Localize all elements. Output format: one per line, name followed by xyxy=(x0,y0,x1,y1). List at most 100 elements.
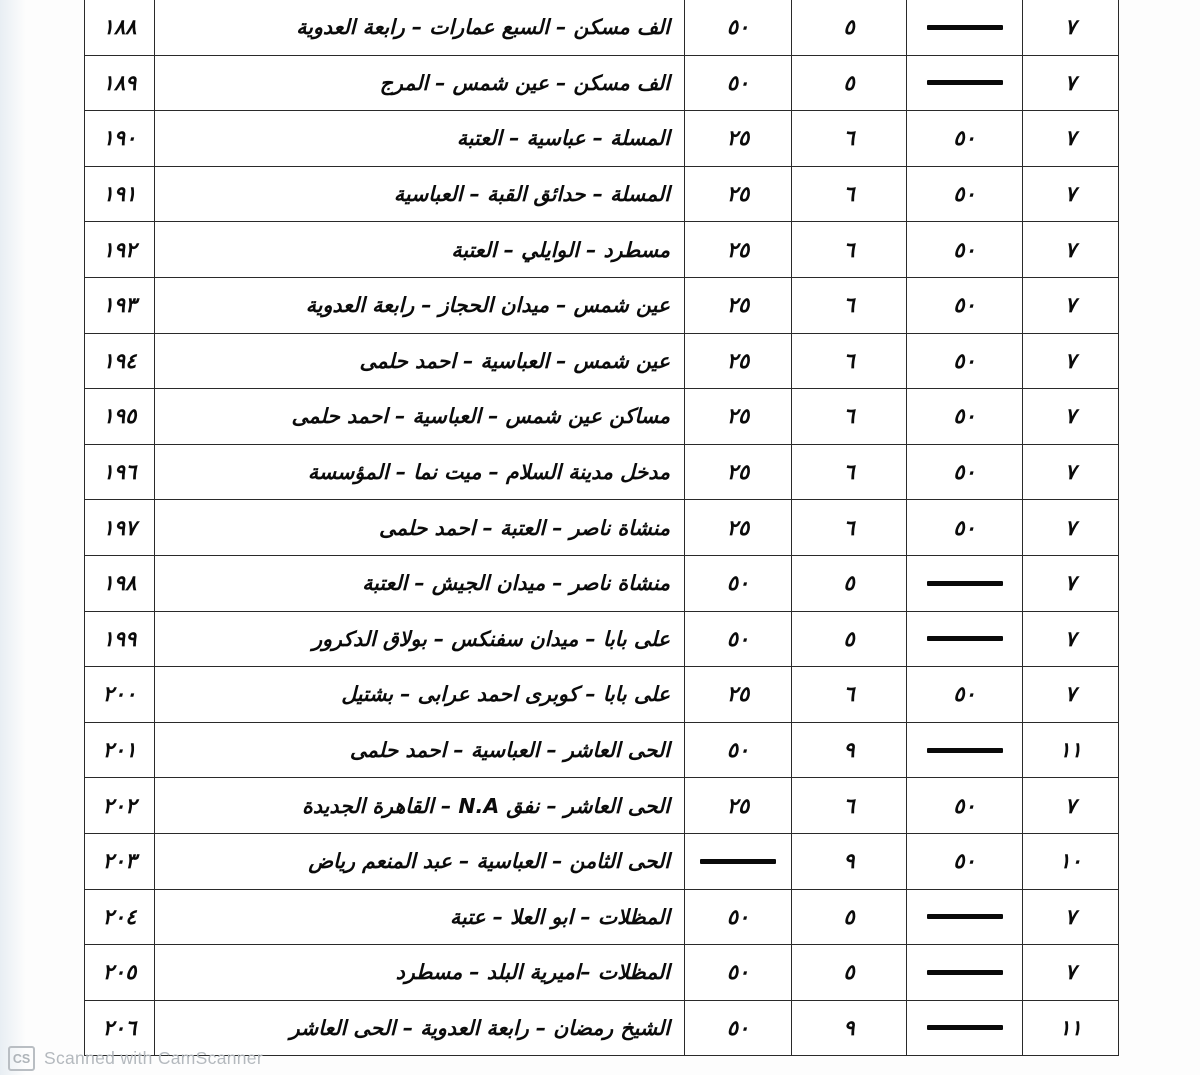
cell-value-a-column: ٥٠ xyxy=(906,832,1023,890)
cell-value-c-column: ٥٠ xyxy=(684,0,792,56)
cell-value-a-column: ٥٠ xyxy=(906,499,1023,556)
cell-value-b-column: ٥ xyxy=(791,554,907,612)
cell-value-c-column: ٢٥ xyxy=(684,221,792,278)
cell-value-a-column: ٥٠ xyxy=(906,276,1023,334)
cell-value-b-column: ٦ xyxy=(791,443,907,501)
cell-value-c-column: ٥٠ xyxy=(684,721,792,779)
cell-row-index-column: ٢٠٦ xyxy=(84,999,155,1057)
cell-route-description-column: على بابا – ميدان سفنكس – بولاق الدكرور xyxy=(154,610,685,668)
cell-row-index-column: ٢٠٥ xyxy=(84,944,155,1001)
cell-row-index-column: ١٩٧ xyxy=(84,499,155,556)
cell-count-column: ٧ xyxy=(1022,221,1119,278)
cell-value-c-column: ٥٠ xyxy=(684,888,792,946)
cell-value-c-column: ٢٥ xyxy=(684,777,792,834)
cell-value-a-column: ٥٠ xyxy=(906,165,1023,223)
table-row: ٧ ٥ ٥٠ المظلات – ابو العلا – عتبة ٢٠٤ xyxy=(84,888,1119,946)
cell-route-description-column: المسلة – عباسية – العتبة xyxy=(154,110,685,167)
cell-value-c-column: ٢٥ xyxy=(684,666,792,723)
cell-value-b-column: ٩ xyxy=(791,721,907,779)
cell-row-index-column: ٢٠٣ xyxy=(84,832,155,890)
table-row: ٧ ٥ ٥٠ الف مسكن – عين شمس – المرج ١٨٩ xyxy=(84,54,1119,112)
cell-value-b-column: ٥ xyxy=(791,54,907,112)
cell-count-column: ٧ xyxy=(1022,666,1119,723)
cell-value-c-column: ٢٥ xyxy=(684,165,792,223)
scan-edge-shadow xyxy=(0,0,26,1075)
dash-mark-icon xyxy=(926,80,1003,86)
table-row: ٧ ٥٠ ٦ ٢٥ على بابا – كوبرى احمد عرابى – بشتي… xyxy=(84,666,1119,723)
cell-count-column: ٧ xyxy=(1022,944,1119,1001)
camscanner-label: Scanned with CamScanner xyxy=(44,1048,263,1068)
cell-value-a-column: ٥٠ xyxy=(906,388,1023,445)
cell-value-a-column: ٥٠ xyxy=(906,666,1023,723)
table-row: ٧ ٥٠ ٦ ٢٥ منشاة ناصر – العتبة – احمد حلمى ١٩٧ xyxy=(84,499,1119,556)
cell-value-b-column: ٦ xyxy=(791,221,907,278)
cell-value-a-column-dash xyxy=(906,0,1023,56)
cell-row-index-column: ٢٠٤ xyxy=(84,888,155,946)
table-row: ٧ ٥٠ ٦ ٢٥ الحى العاشر – نفق N.A – القاهرة ال… xyxy=(84,777,1119,834)
cell-value-b-column: ٦ xyxy=(791,777,907,834)
cell-value-c-column-dash xyxy=(684,832,792,890)
camscanner-badge-icon: CS xyxy=(8,1046,35,1071)
cell-row-index-column: ١٩٩ xyxy=(84,610,155,668)
cell-route-description-column: مدخل مدينة السلام – ميت نما – المؤسسة xyxy=(154,443,685,501)
cell-route-description-column: منشاة ناصر – العتبة – احمد حلمى xyxy=(154,499,685,556)
cell-value-c-column: ٢٥ xyxy=(684,110,792,167)
cell-value-c-column: ٢٥ xyxy=(684,499,792,556)
cell-row-index-column: ١٨٩ xyxy=(84,54,155,112)
cell-row-index-column: ١٩٤ xyxy=(84,332,155,390)
cell-value-c-column: ٥٠ xyxy=(684,54,792,112)
cell-value-a-column: ٥٠ xyxy=(906,332,1023,390)
cell-count-column: ٧ xyxy=(1022,110,1119,167)
cell-value-c-column: ٥٠ xyxy=(684,944,792,1001)
cell-value-a-column-dash xyxy=(906,888,1023,946)
dash-mark-icon xyxy=(926,747,1003,753)
cell-count-column: ٧ xyxy=(1022,610,1119,668)
cell-count-column: ١١ xyxy=(1022,999,1119,1057)
cell-route-description-column: الف مسكن – السبع عمارات – رابعة العدوية xyxy=(154,0,685,56)
cell-value-c-column: ٥٠ xyxy=(684,999,792,1057)
cell-value-b-column: ٩ xyxy=(791,999,907,1057)
cell-row-index-column: ١٩٦ xyxy=(84,443,155,501)
cell-count-column: ٧ xyxy=(1022,499,1119,556)
cell-value-b-column: ٦ xyxy=(791,110,907,167)
table-row: ١١ ٩ ٥٠ الحى العاشر – العباسية – احمد حلمى ٢… xyxy=(84,721,1119,779)
cell-value-a-column-dash xyxy=(906,554,1023,612)
cell-count-column: ٧ xyxy=(1022,443,1119,501)
cell-count-column: ٧ xyxy=(1022,388,1119,445)
cell-route-description-column: الحى العاشر – العباسية – احمد حلمى xyxy=(154,721,685,779)
cell-route-description-column: عين شمس – العباسية – احمد حلمى xyxy=(154,332,685,390)
table-row: ٧ ٥ ٥٠ المظلات –اميرية البلد – مسطرد ٢٠٥ xyxy=(84,944,1119,1001)
cell-route-description-column: الف مسكن – عين شمس – المرج xyxy=(154,54,685,112)
cell-row-index-column: ١٩٨ xyxy=(84,554,155,612)
table-row: ٧ ٥٠ ٦ ٢٥ المسلة – عباسية – العتبة ١٩٠ xyxy=(84,110,1119,167)
table-row: ٧ ٥٠ ٦ ٢٥ مسطرد – الوايلي – العتبة ١٩٢ xyxy=(84,221,1119,278)
table-row: ٧ ٥٠ ٦ ٢٥ المسلة – حدائق القبة – العباسية ١٩١ xyxy=(84,165,1119,223)
cell-route-description-column: الحى العاشر – نفق N.A – القاهرة الجديدة xyxy=(154,777,685,834)
routes-table: ٧ ٥ ٥٠ الف مسكن – السبع عمارات – رابعة العد… xyxy=(84,0,1119,1057)
cell-route-description-column: مساكن عين شمس – العباسية – احمد حلمى xyxy=(154,388,685,445)
table-body: ٧ ٥ ٥٠ الف مسكن – السبع عمارات – رابعة العد… xyxy=(84,0,1119,1057)
dash-mark-icon xyxy=(926,580,1003,586)
cell-value-a-column: ٥٠ xyxy=(906,443,1023,501)
dash-mark-icon xyxy=(926,914,1003,920)
table-row: ٧ ٥٠ ٦ ٢٥ عين شمس – العباسية – احمد حلمى ١٩٤ xyxy=(84,332,1119,390)
cell-value-a-column: ٥٠ xyxy=(906,777,1023,834)
cell-row-index-column: ٢٠١ xyxy=(84,721,155,779)
table-row: ٧ ٥٠ ٦ ٢٥ مدخل مدينة السلام – ميت نما – المؤ… xyxy=(84,443,1119,501)
cell-value-a-column: ٥٠ xyxy=(906,110,1023,167)
cell-row-index-column: ٢٠٠ xyxy=(84,666,155,723)
cell-count-column: ٧ xyxy=(1022,0,1119,56)
table-row: ١٠ ٥٠ ٩ الحى الثامن – العباسية – عبد المنعم… xyxy=(84,832,1119,890)
cell-count-column: ٧ xyxy=(1022,332,1119,390)
cell-count-column: ٧ xyxy=(1022,276,1119,334)
cell-value-b-column: ٦ xyxy=(791,388,907,445)
dash-mark-icon xyxy=(926,636,1003,642)
dash-mark-icon xyxy=(926,24,1003,30)
cell-row-index-column: ١٩١ xyxy=(84,165,155,223)
dash-mark-icon xyxy=(926,969,1003,975)
cell-value-a-column-dash xyxy=(906,944,1023,1001)
cell-route-description-column: منشاة ناصر – ميدان الجيش – العتبة xyxy=(154,554,685,612)
cell-row-index-column: ١٩٠ xyxy=(84,110,155,167)
cell-count-column: ٧ xyxy=(1022,777,1119,834)
table-row: ١١ ٩ ٥٠ الشيخ رمضان – رابعة العدوية – الحى … xyxy=(84,999,1119,1057)
